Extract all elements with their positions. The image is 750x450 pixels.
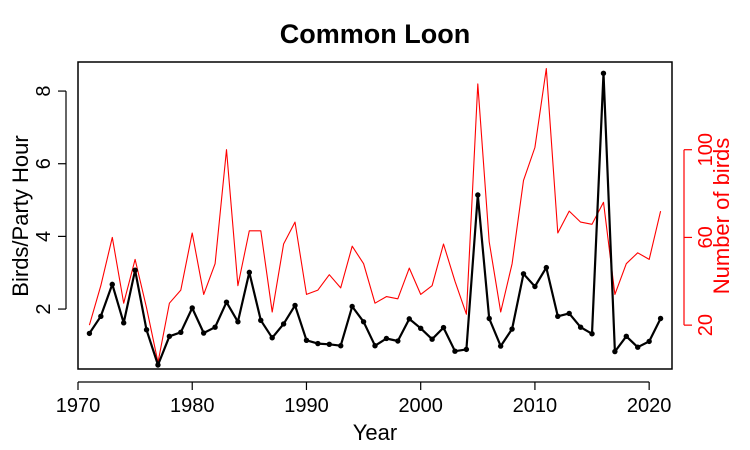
data-point [109,281,115,288]
data-point [326,341,333,347]
data-point [143,327,150,333]
plot-area [77,61,673,370]
data-point [223,299,230,305]
data-point [657,315,664,322]
data-point [155,362,161,368]
data-point [86,330,93,337]
y2-tick-label: 60 [695,226,717,248]
data-point [497,343,504,349]
data-point [98,313,104,320]
data-point [429,336,435,342]
data-point [612,348,618,355]
x-tick-label: 1980 [170,395,215,417]
data-point [509,326,515,332]
x-tick-label: 2020 [627,395,672,417]
data-point [475,192,481,198]
data-point [463,346,470,353]
data-point [189,305,195,311]
data-point [440,324,447,331]
data-point [486,315,492,322]
data-point [349,303,355,310]
y2-tick-label: 20 [695,314,717,336]
y-tick-label: 4 [33,231,55,242]
series-line-number-of-birds [88,68,662,363]
data-point [132,267,138,273]
data-point [120,320,127,326]
y-axis-title: Birds/Party Hour [8,135,33,296]
data-point [246,269,253,276]
data-point [292,302,298,309]
data-point [600,70,607,76]
data-point [360,319,367,325]
x-tick-label: 2010 [513,395,558,417]
data-point [178,329,184,336]
data-point [212,324,218,330]
data-point [532,283,538,290]
data-point [417,325,424,332]
y2-tick-label: 100 [695,133,717,166]
data-point [372,343,378,349]
chart-title: Common Loon [280,19,470,49]
data-point [200,330,207,336]
data-point [338,343,344,349]
data-point [577,324,584,330]
axes-layer: 1970 1980 1990 2000 2010 2020 2 4 6 8 20 60 100 [33,86,717,417]
data-point [269,335,275,341]
y-tick-label: 6 [33,158,55,169]
data-point [303,337,310,343]
y-tick-label: 2 [33,304,55,315]
data-point [315,340,321,347]
data-point [555,313,561,320]
data-point [395,338,401,344]
data-point [520,271,527,277]
x-tick-label: 1970 [56,395,101,417]
y2-axis-title: Number of birds [709,138,734,295]
series-layer [86,68,664,368]
data-point [383,335,390,342]
x-axis-title: Year [353,420,397,445]
data-point [406,316,412,322]
x-tick-label: 1990 [284,395,329,417]
data-point [280,321,287,327]
y-tick-label: 8 [33,86,55,97]
x-tick-label: 2000 [398,395,443,417]
data-point [543,264,550,271]
data-point [235,319,241,325]
data-point [589,331,595,337]
data-point [452,348,458,354]
data-point [566,310,572,317]
series-line-birds-per-party-hour [88,72,662,367]
data-point [258,317,264,324]
data-point [623,333,630,340]
data-point [635,344,641,350]
data-point [166,333,173,340]
data-point [646,338,652,345]
